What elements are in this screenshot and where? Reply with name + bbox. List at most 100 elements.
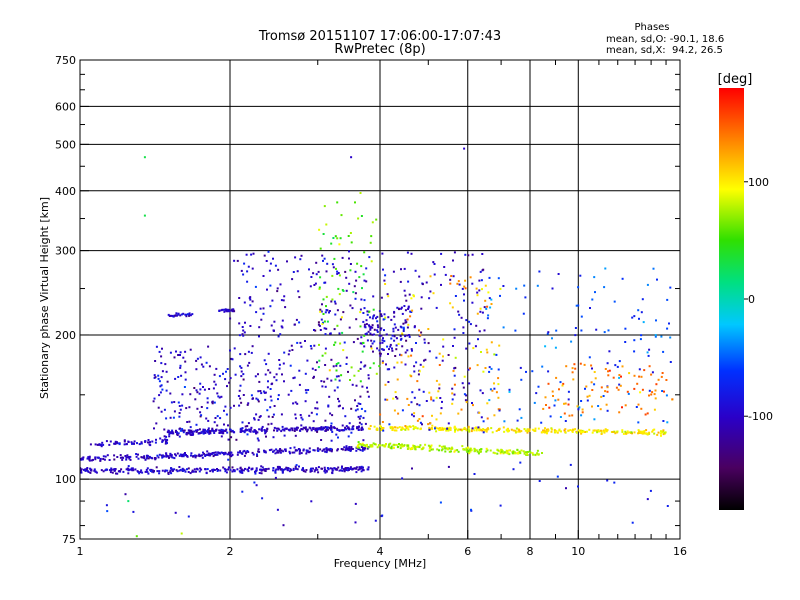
echo-point: [242, 378, 245, 381]
echo-point: [439, 412, 442, 415]
echo-point: [451, 387, 454, 390]
echo-point: [467, 446, 469, 449]
echo-point: [340, 429, 343, 432]
echo-point: [125, 468, 128, 471]
echo-point: [190, 454, 192, 457]
echo-point: [375, 443, 377, 446]
echo-point: [593, 276, 596, 279]
echo-point: [403, 267, 406, 270]
echo-point: [259, 307, 262, 310]
echo-point: [552, 395, 554, 397]
echo-point: [406, 318, 409, 321]
echo-point: [231, 470, 234, 473]
echo-point: [209, 432, 212, 435]
echo-point: [354, 502, 357, 505]
echo-point: [493, 382, 495, 385]
echo-point: [360, 336, 363, 339]
echo-point: [409, 315, 412, 318]
echo-point: [500, 450, 503, 453]
echo-point: [309, 345, 312, 347]
echo-point: [80, 469, 82, 472]
echo-point: [153, 470, 155, 472]
echo-point: [317, 428, 320, 431]
echo-point: [422, 446, 425, 449]
echo-point: [372, 362, 375, 365]
echo-point: [337, 362, 340, 365]
x-tick-label: 6: [464, 545, 471, 558]
echo-point: [284, 427, 287, 430]
echo-point: [360, 470, 363, 473]
echo-point: [325, 305, 327, 308]
echo-point: [238, 322, 241, 325]
echo-point: [147, 441, 149, 444]
echo-point: [243, 262, 246, 265]
echo-point: [461, 382, 464, 385]
echo-point: [404, 425, 407, 427]
echo-point: [371, 342, 374, 345]
echo-point: [309, 285, 312, 288]
echo-point: [146, 455, 149, 458]
echo-point: [366, 443, 368, 446]
echo-point: [430, 427, 433, 429]
echo-point: [592, 429, 595, 432]
echo-point: [362, 469, 365, 472]
echo-point: [485, 430, 488, 433]
echo-point: [299, 429, 302, 432]
echo-point: [268, 449, 271, 452]
echo-point: [313, 329, 315, 331]
echo-point: [216, 470, 219, 472]
echo-point: [454, 295, 457, 297]
echo-point: [263, 449, 265, 452]
echo-point: [170, 401, 173, 404]
echo-point: [657, 378, 660, 381]
echo-point: [255, 311, 258, 314]
echo-point: [132, 442, 135, 445]
echo-point: [338, 274, 341, 277]
echo-point: [359, 192, 362, 194]
echo-point: [640, 430, 643, 433]
echo-point: [618, 383, 621, 386]
echo-point: [89, 471, 92, 474]
echo-point: [400, 306, 403, 309]
echo-point: [363, 345, 366, 348]
echo-point: [567, 390, 570, 393]
echo-point: [462, 332, 465, 334]
echo-point: [265, 363, 268, 366]
echo-point: [490, 367, 493, 370]
echo-point: [226, 385, 228, 388]
echo-point: [284, 468, 287, 471]
echo-point: [412, 425, 415, 428]
echo-point: [241, 490, 244, 493]
echo-point: [435, 356, 438, 359]
echo-point: [282, 299, 285, 302]
echo-point: [519, 452, 522, 455]
echo-point: [600, 433, 603, 435]
echo-point: [394, 326, 397, 329]
echo-point: [593, 371, 596, 373]
echo-point: [357, 468, 360, 471]
echo-point: [275, 427, 278, 430]
echo-point: [650, 393, 653, 396]
echo-point: [662, 429, 665, 432]
echo-point: [558, 428, 561, 431]
echo-point: [440, 252, 443, 255]
echo-point: [502, 452, 505, 455]
echo-point: [109, 440, 112, 443]
echo-point: [325, 428, 328, 431]
echo-point: [488, 276, 491, 279]
echo-point: [503, 430, 506, 433]
echo-point: [183, 469, 186, 472]
echo-point: [655, 319, 657, 322]
echo-point: [366, 386, 368, 389]
echo-point: [474, 448, 477, 451]
echo-point: [115, 472, 117, 475]
echo-point: [177, 313, 180, 316]
echo-point: [295, 318, 298, 321]
echo-point: [387, 353, 389, 355]
echo-point: [213, 401, 216, 404]
echo-point: [195, 359, 198, 362]
echo-point: [258, 428, 261, 431]
echo-point: [213, 380, 216, 383]
echo-point: [395, 348, 398, 351]
echo-point: [321, 354, 324, 357]
